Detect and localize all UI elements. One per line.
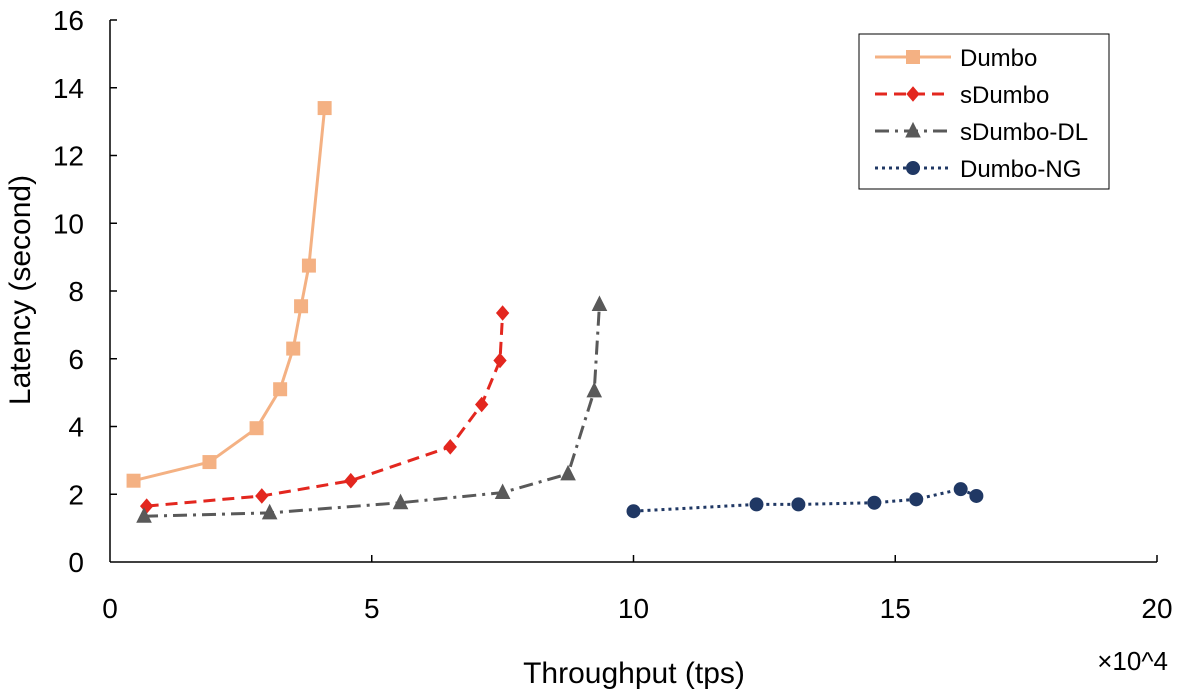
axes: 0 5 10 15 20 0 2 4 6 8 10 12 14 16 (53, 5, 1173, 624)
y-tick-label: 0 (68, 547, 84, 578)
legend-item-dumbo: Dumbo (875, 45, 1037, 72)
data-point-dumbo-ng (969, 488, 984, 503)
data-point-dumbo-ng (791, 497, 806, 512)
x-tick-label: 20 (1141, 593, 1172, 624)
series-line-sdumbo-dl (143, 304, 601, 518)
y-tick-label: 10 (53, 208, 84, 239)
series-sdumbo-dl (136, 295, 608, 523)
x-tick-label: 0 (102, 593, 118, 624)
y-tick-label: 8 (68, 276, 84, 307)
data-point-dumbo (294, 299, 309, 314)
data-point-dumbo (126, 473, 141, 488)
data-point-sdumbo (495, 305, 510, 321)
x-tick-label: 10 (618, 593, 649, 624)
legend-label-dumbo: Dumbo (960, 45, 1037, 72)
data-point-dumbo-ng (909, 492, 924, 507)
data-point-sdumbo (255, 488, 269, 504)
legend-marker-dumbo-ng (906, 161, 920, 175)
data-point-sdumbo-dl (586, 381, 603, 398)
series-sdumbo (139, 305, 510, 514)
legend-label-dumbo-ng: Dumbo-NG (960, 156, 1081, 183)
x-axis-multiplier: ×10^4 (1097, 646, 1168, 676)
legend-item-sdumbo: sDumbo (875, 82, 1049, 109)
y-tick-label: 2 (68, 479, 84, 510)
series-line-sdumbo (146, 312, 505, 508)
data-point-sdumbo-dl (494, 483, 511, 500)
data-point-dumbo (317, 101, 332, 116)
data-point-sdumbo (443, 439, 457, 455)
legend-marker-sdumbo-dl (905, 121, 921, 138)
series-line-dumbo-ng (633, 487, 977, 513)
legend-item-dumbo-ng: Dumbo-NG (875, 156, 1081, 183)
legend-marker-sdumbo (906, 86, 920, 102)
legend-marker-dumbo (906, 50, 920, 64)
legend-item-sdumbo-dl: sDumbo-DL (875, 119, 1088, 146)
x-tick-label: 15 (880, 593, 911, 624)
data-point-sdumbo-dl (261, 503, 278, 520)
data-point-sdumbo-dl (591, 295, 608, 312)
data-point-dumbo (301, 258, 316, 273)
legend: Dumbo sDumbo sDumbo-DL Dumbo-NG (858, 33, 1110, 190)
data-point-sdumbo (493, 352, 507, 369)
y-tick-label: 12 (53, 141, 84, 172)
data-point-sdumbo (344, 472, 358, 489)
x-tick-label: 5 (364, 593, 380, 624)
y-tick-label: 6 (68, 344, 84, 375)
data-point-dumbo (286, 341, 301, 356)
series-layer (126, 101, 984, 523)
legend-label-sdumbo: sDumbo (960, 82, 1049, 109)
data-point-sdumbo-dl (136, 507, 152, 523)
data-point-sdumbo-dl (560, 464, 576, 481)
data-point-dumbo-ng (953, 482, 968, 497)
y-tick-label: 16 (53, 5, 84, 36)
data-point-dumbo (273, 382, 288, 397)
series-dumbo-ng (626, 482, 984, 519)
legend-label-sdumbo-dl: sDumbo-DL (960, 119, 1088, 146)
y-axis-label: Latency (second) (4, 175, 37, 405)
series-line-dumbo (133, 107, 327, 483)
legend-box (858, 33, 1110, 190)
data-point-dumbo-ng (867, 495, 882, 510)
series-dumbo (126, 101, 332, 488)
data-point-sdumbo (475, 396, 489, 413)
data-point-dumbo (249, 421, 264, 436)
x-axis-label: Throughput (tps) (523, 657, 745, 690)
data-point-dumbo-ng (749, 497, 764, 512)
data-point-sdumbo-dl (392, 493, 409, 510)
data-point-dumbo-ng (626, 504, 641, 519)
y-tick-label: 14 (53, 73, 84, 104)
data-point-dumbo (202, 455, 217, 470)
y-tick-label: 4 (68, 412, 84, 443)
